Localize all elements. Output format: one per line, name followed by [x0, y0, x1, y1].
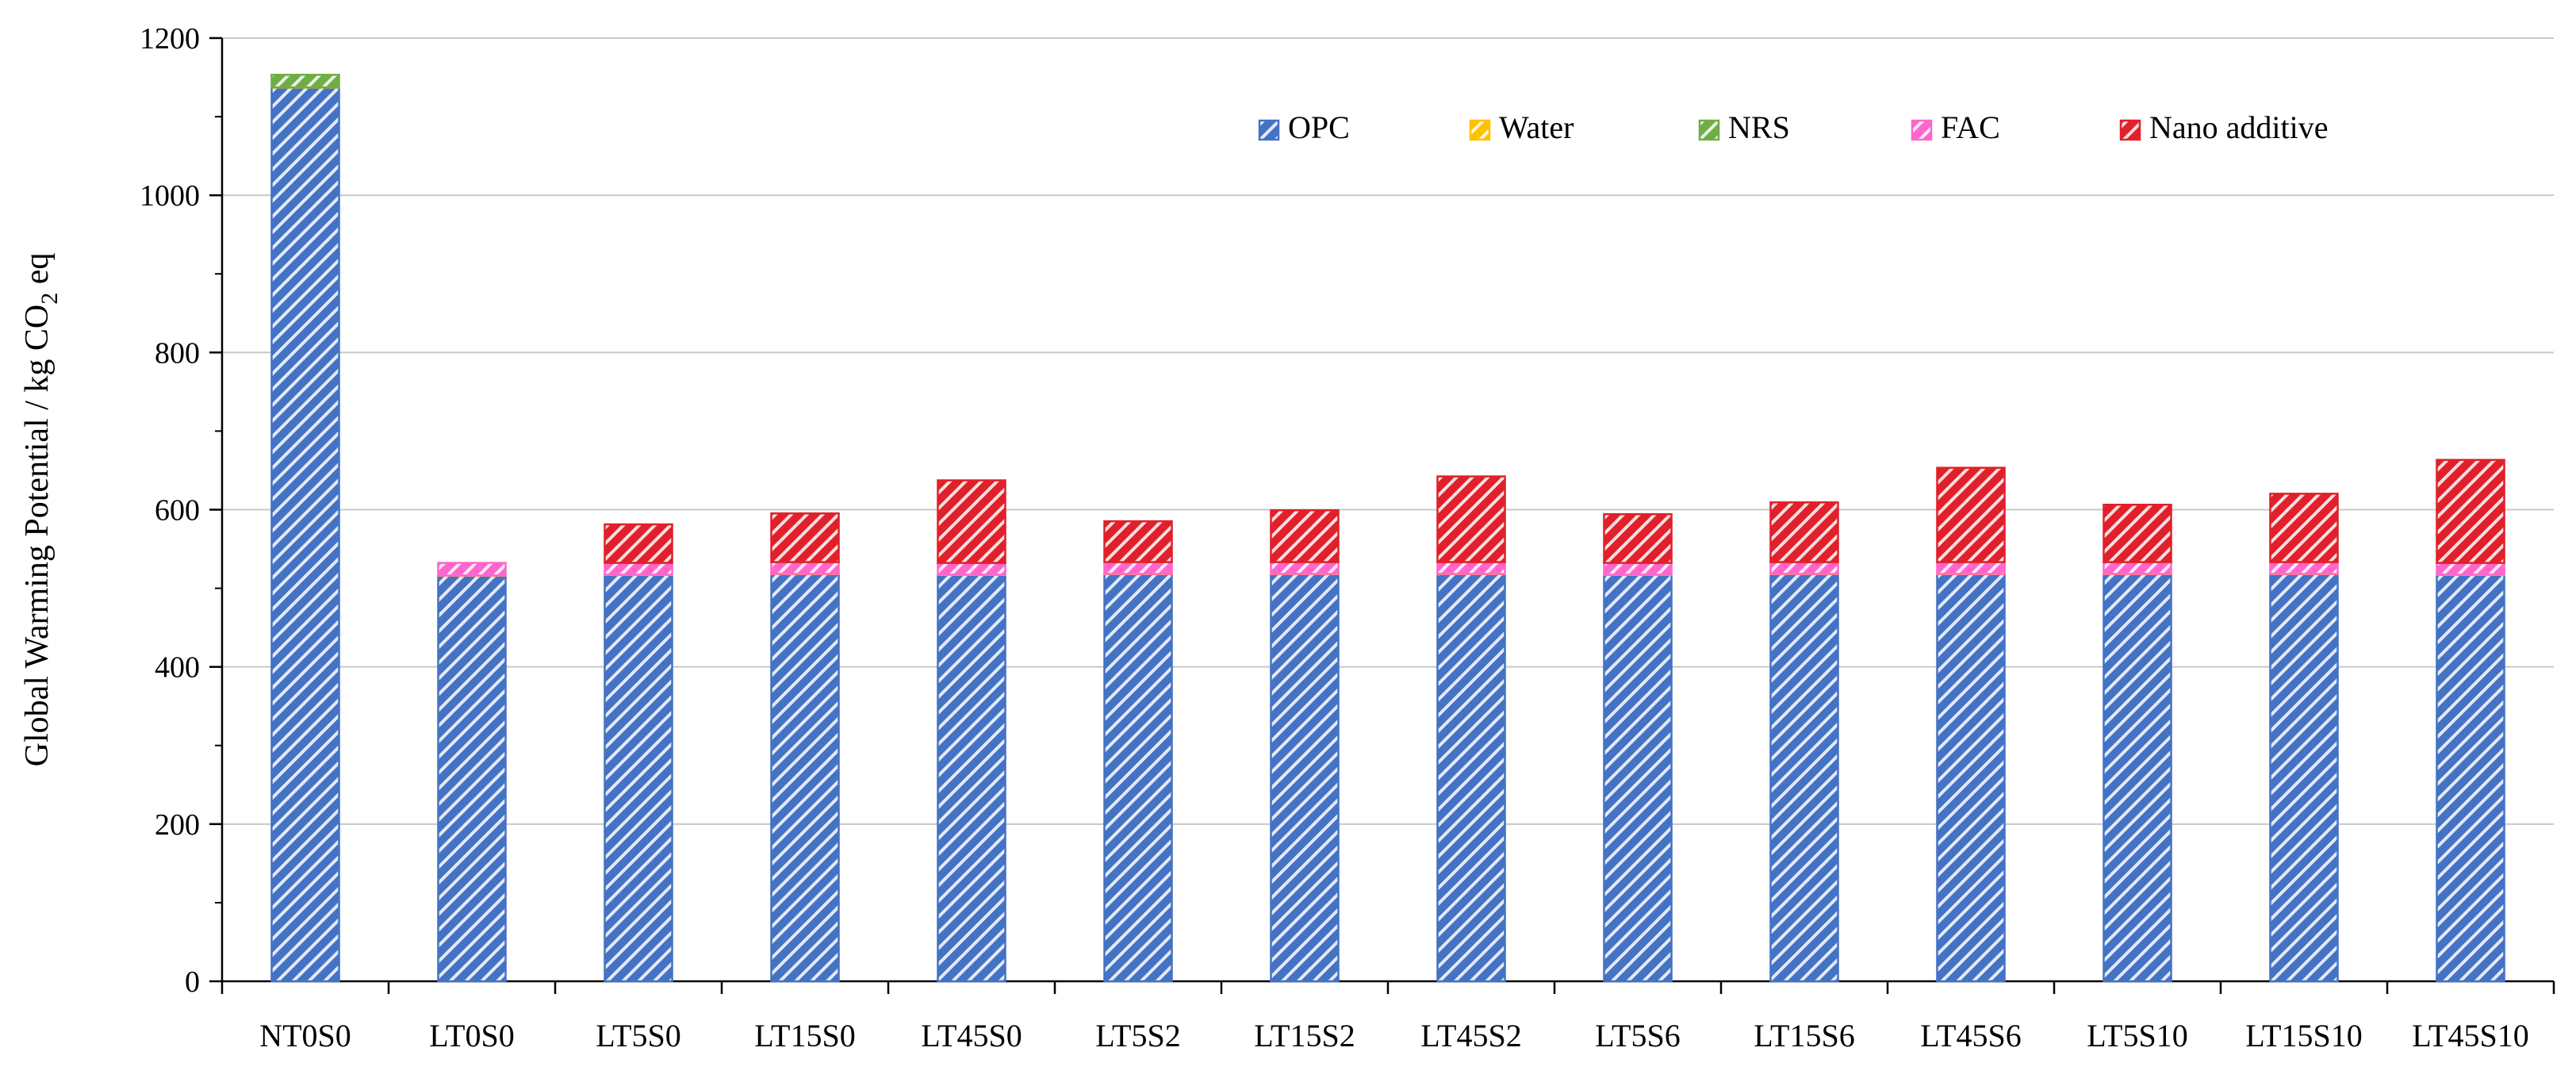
x-tick-label: LT45S2	[1420, 1018, 1521, 1053]
bar-segment-opc	[937, 575, 1005, 981]
bar-stack-lt5s2	[1104, 521, 1171, 981]
bar-segment-opc	[1937, 574, 2004, 981]
bar-segment-fac	[438, 563, 505, 576]
legend-label: Nano additive	[2149, 109, 2329, 145]
y-axis-title: Global Warming Potential / kg CO2 eq	[19, 253, 63, 767]
legend-label: NRS	[1728, 109, 1790, 145]
legend-swatch	[1470, 121, 1489, 140]
bar-segment-opc	[2436, 575, 2504, 981]
bar-stack-lt45s6	[1937, 468, 2004, 981]
x-tick-label: NT0S0	[259, 1018, 351, 1053]
bar-segment-fac	[2270, 562, 2337, 574]
bar-segment-opc	[1271, 574, 1338, 981]
x-tick-label: LT15S0	[754, 1018, 855, 1053]
bar-segment-nano-additive	[2103, 505, 2171, 562]
x-tick-label: LT15S6	[1754, 1018, 1854, 1053]
x-tick-label: LT5S2	[1095, 1018, 1180, 1053]
x-tick-label: LT45S10	[2412, 1018, 2528, 1053]
bar-segment-opc	[2270, 574, 2337, 981]
bar-segment-fac	[771, 562, 838, 574]
bar-segment-nano-additive	[1437, 477, 1505, 562]
legend-item-fac: FAC	[1912, 109, 2000, 145]
legend-swatch	[1259, 121, 1278, 140]
bar-segment-fac	[1604, 563, 1671, 575]
x-axis: NT0S0 LT0S0 LT5S0 LT15S0 LT45S0 LT5S2 LT15S2 LT…	[222, 981, 2554, 1053]
x-tick-label: LT5S10	[2087, 1018, 2187, 1053]
bar-stack-lt5s10	[2103, 505, 2171, 981]
x-tick-label: LT0S0	[429, 1018, 514, 1053]
y-axis: 0 200 400 600 800 1000 1200	[140, 22, 222, 999]
bar-segment-opc	[1770, 574, 1838, 981]
bar-segment-opc	[771, 574, 838, 981]
y-tick-label: 400	[155, 651, 200, 685]
bar-stack-lt45s10	[2436, 460, 2504, 981]
bar-segment-nano-additive	[1937, 468, 2004, 562]
bar-segment-fac	[1104, 562, 1171, 574]
bar-stack-lt15s10	[2270, 493, 2337, 981]
legend-label: OPC	[1288, 109, 1350, 145]
bar-segment-fac	[604, 563, 672, 575]
x-tick-label: LT15S2	[1254, 1018, 1355, 1053]
bar-stack-nt0s0	[271, 75, 339, 981]
bar-segment-opc	[271, 87, 339, 981]
bar-stack-lt0s0	[438, 563, 505, 981]
bar-segment-nano-additive	[604, 524, 672, 563]
legend-label: FAC	[1941, 109, 2000, 145]
legend-label: Water	[1499, 109, 1574, 145]
legend-item-nano-additive: Nano additive	[2121, 109, 2329, 145]
bar-segment-fac	[2436, 563, 2504, 575]
y-tick-label: 0	[185, 965, 200, 999]
x-tick-label: LT15S10	[2245, 1018, 2362, 1053]
bar-stack-lt45s0	[937, 481, 1005, 981]
bar-segment-fac	[1271, 562, 1338, 574]
bar-stack-lt15s6	[1770, 502, 1838, 981]
bar-segment-opc	[604, 575, 672, 981]
legend-item-water: Water	[1470, 109, 1574, 145]
legend-swatch	[1912, 121, 1931, 140]
y-tick-label: 1000	[140, 179, 200, 213]
bar-segment-opc	[1604, 575, 1671, 981]
bar-segment-nano-additive	[1770, 502, 1838, 562]
bar-segment-fac	[937, 563, 1005, 575]
y-tick-label: 1200	[140, 22, 200, 56]
legend-item-opc: OPC	[1259, 109, 1350, 145]
x-tick-label: LT45S0	[921, 1018, 1022, 1053]
bar-segment-fac	[1937, 562, 2004, 574]
bars	[271, 75, 2504, 981]
x-tick-label: LT5S6	[1595, 1018, 1680, 1053]
bar-segment-nano-additive	[1104, 521, 1171, 562]
y-tick-label: 600	[155, 494, 200, 528]
bar-segment-opc	[438, 576, 505, 981]
bar-stack-lt15s2	[1271, 510, 1338, 981]
legend-swatch	[2121, 121, 2140, 140]
bar-segment-opc	[1104, 574, 1171, 981]
bar-segment-nano-additive	[771, 513, 838, 562]
bar-segment-fac	[2103, 562, 2171, 574]
bar-segment-nano-additive	[937, 481, 1005, 563]
bar-stack-lt5s6	[1604, 514, 1671, 981]
bar-stack-lt15s0	[771, 513, 838, 981]
y-tick-label: 200	[155, 808, 200, 842]
y-tick-label: 800	[155, 336, 200, 370]
x-tick-label: LT5S0	[596, 1018, 680, 1053]
bar-segment-fac	[1770, 562, 1838, 574]
bar-segment-nano-additive	[1271, 510, 1338, 562]
x-tick-label: LT45S6	[1920, 1018, 2021, 1053]
legend-swatch	[1700, 121, 1719, 140]
bar-segment-nano-additive	[2270, 493, 2337, 562]
legend: OPC Water NRS FAC Nano additive	[1259, 109, 2329, 145]
bar-segment-nano-additive	[2436, 460, 2504, 563]
bar-segment-opc	[1437, 574, 1505, 981]
bar-segment-opc	[2103, 574, 2171, 981]
bar-segment-nano-additive	[1604, 514, 1671, 562]
bar-segment-nrs	[271, 75, 339, 87]
bar-stack-lt45s2	[1437, 477, 1505, 981]
gridlines	[222, 38, 2554, 824]
legend-item-nrs: NRS	[1700, 109, 1790, 145]
bar-stack-lt5s0	[604, 524, 672, 981]
bar-segment-fac	[1437, 562, 1505, 574]
